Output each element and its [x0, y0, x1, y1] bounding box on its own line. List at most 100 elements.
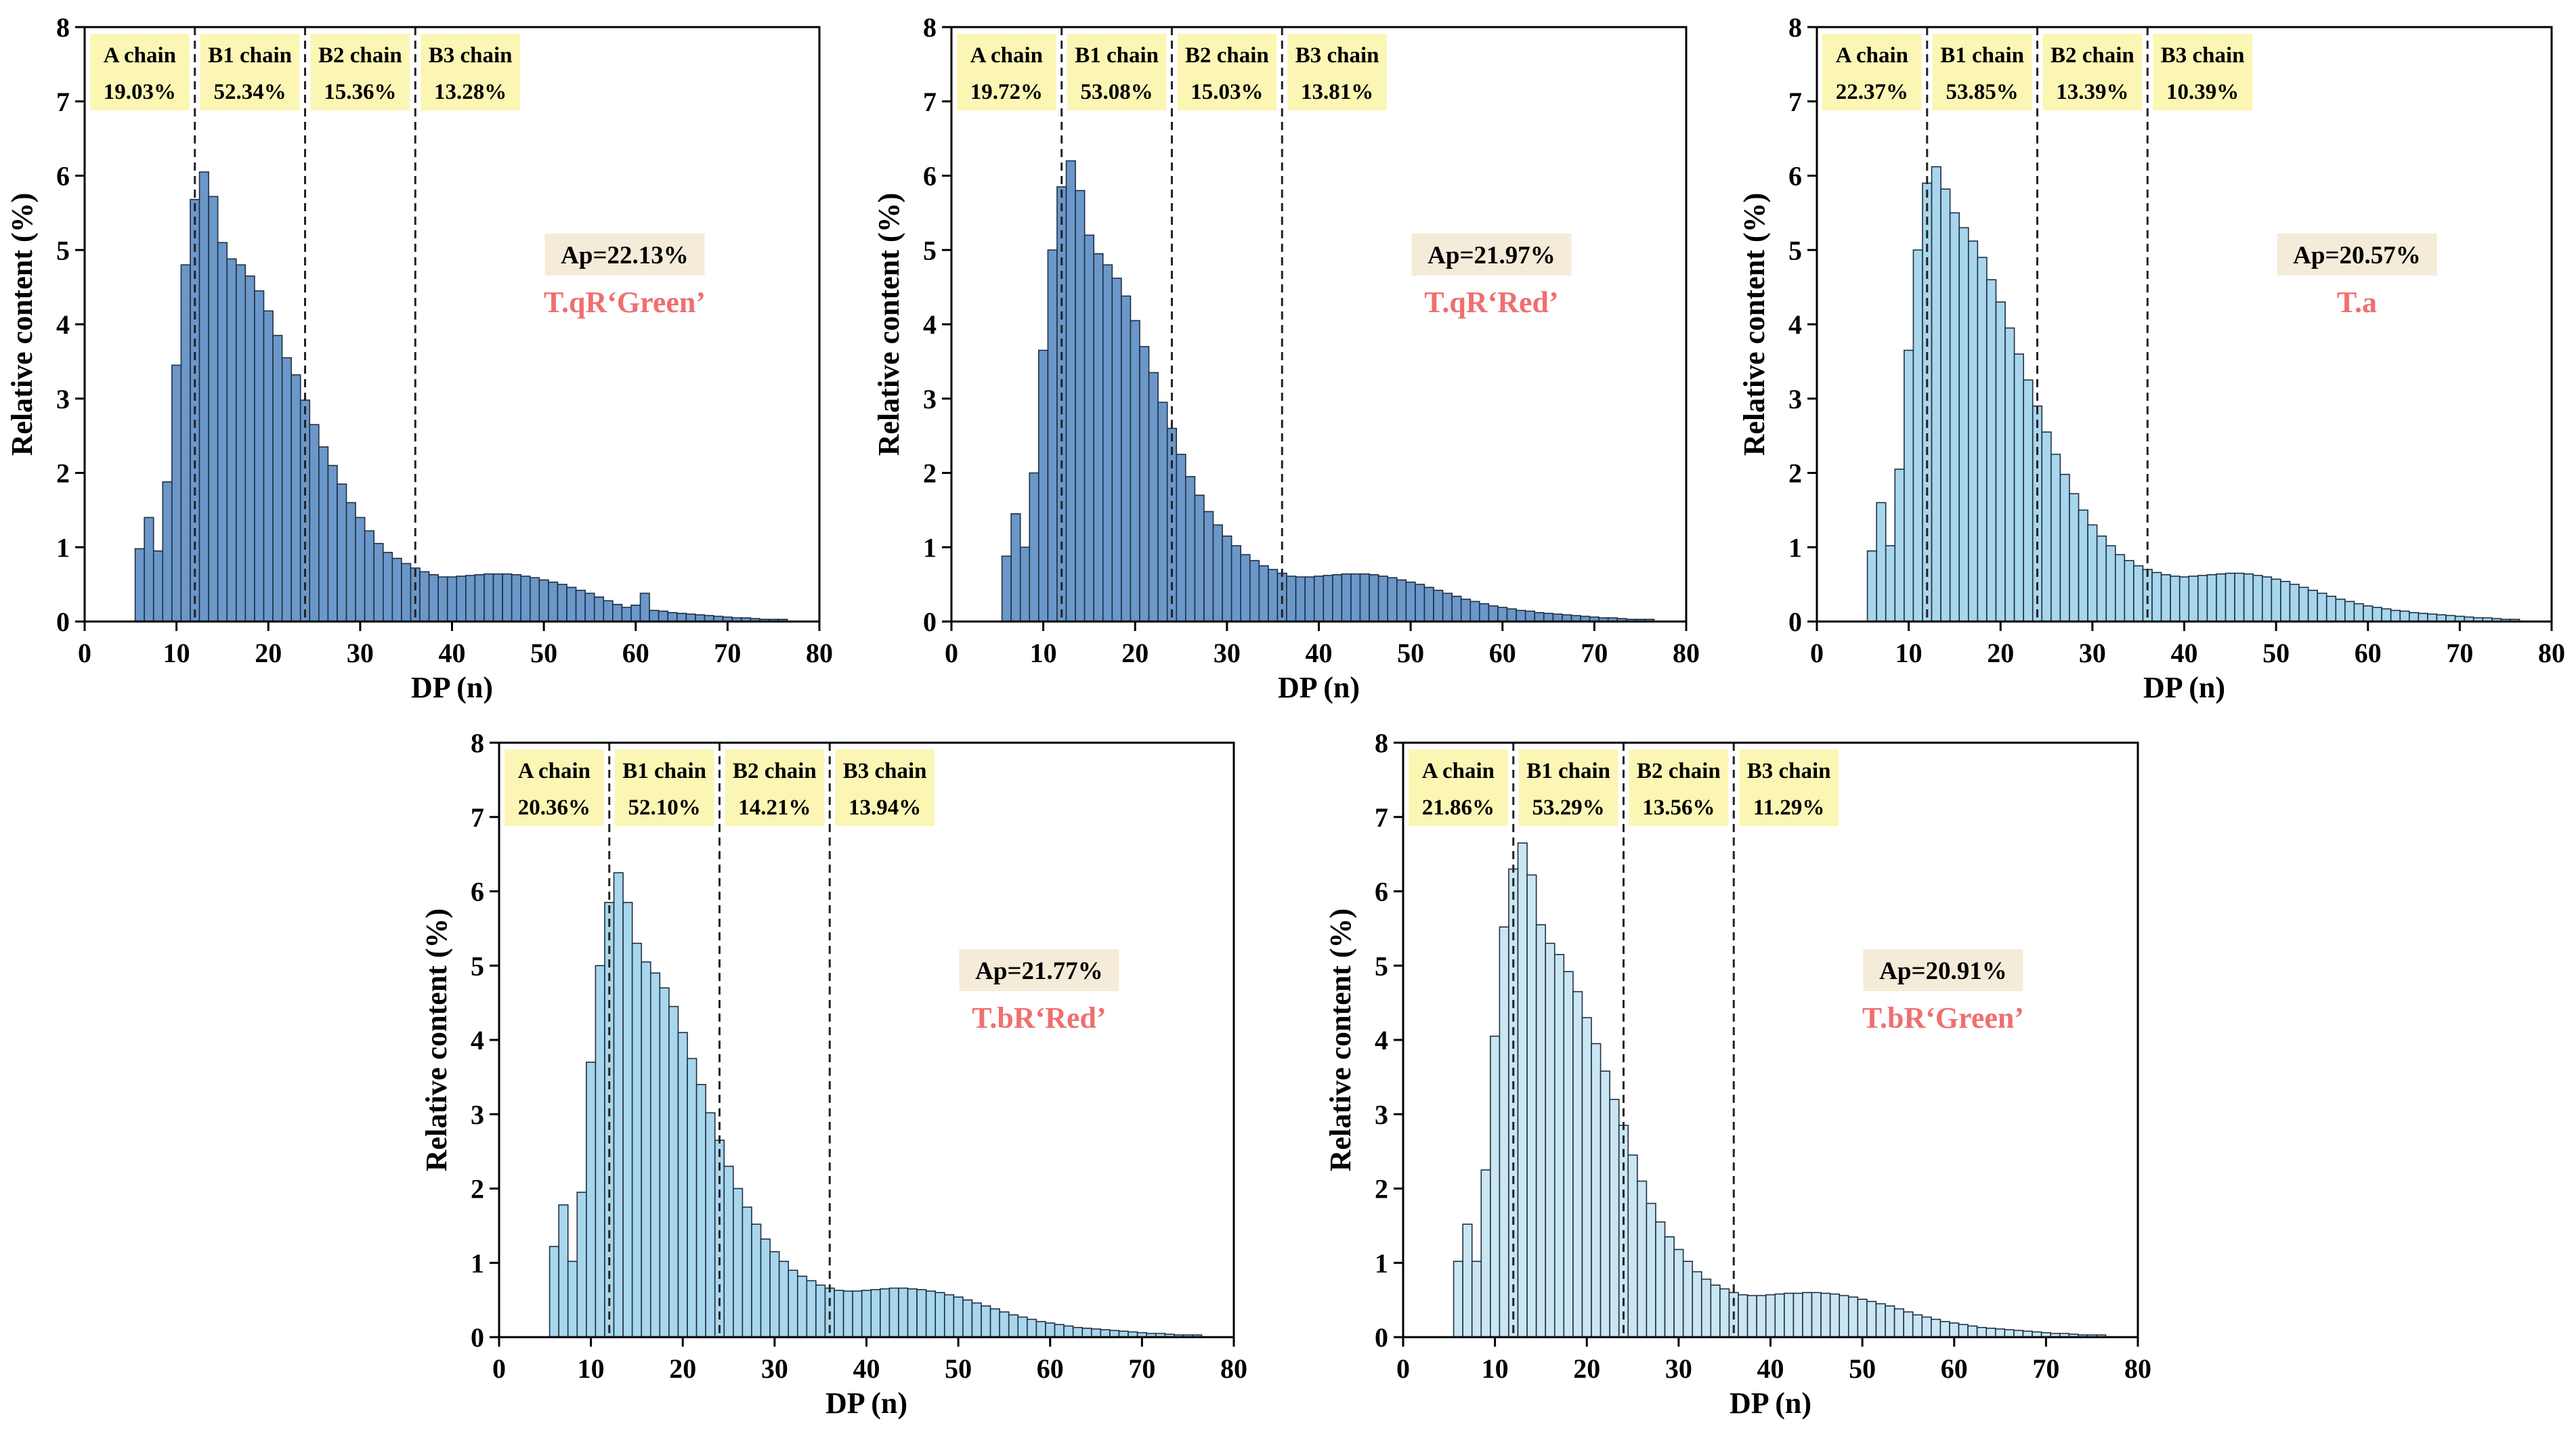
bar-dp-15 — [1535, 924, 1547, 1338]
chain-name: A chain — [970, 43, 1043, 68]
y-tick-label: 3 — [1788, 384, 1802, 414]
bar-dp-53 — [1433, 590, 1444, 622]
bar-dp-52 — [2289, 584, 2300, 622]
bar-dp-42 — [880, 1288, 890, 1338]
bar-dp-23 — [1609, 1099, 1620, 1338]
bar-dp-18 — [1563, 971, 1574, 1338]
bar-dp-21 — [2004, 327, 2015, 622]
bar-dp-28 — [1203, 510, 1214, 622]
y-tick-label: 5 — [1788, 235, 1802, 265]
chain-label-box — [957, 34, 1056, 110]
y-axis-title: Relative content (%) — [1738, 193, 1771, 456]
bar-dp-21 — [1591, 1043, 1602, 1338]
bar-dp-56 — [1008, 1314, 1019, 1338]
chain-percent: 21.86% — [1422, 796, 1495, 820]
bar-dp-18 — [1111, 278, 1122, 622]
bar-dp-40 — [2178, 576, 2190, 622]
bar-dp-29 — [1212, 524, 1223, 622]
bar-dp-38 — [1295, 576, 1306, 622]
bar-dp-25 — [1176, 454, 1186, 622]
bar-dp-38 — [1746, 1294, 1757, 1338]
bar-dp-63 — [658, 610, 669, 622]
bar-dp-15 — [631, 942, 643, 1338]
bar-dp-24 — [1166, 427, 1178, 622]
y-tick-label: 3 — [56, 384, 70, 414]
bar-dp-43 — [1341, 573, 1352, 622]
chain-percent: 52.10% — [628, 796, 701, 820]
bar-dp-61 — [639, 592, 650, 622]
bar-dp-8 — [567, 1261, 578, 1338]
bar-dp-48 — [1839, 1294, 1849, 1338]
bar-dp-50 — [953, 1296, 964, 1338]
y-tick-label: 0 — [1375, 1322, 1388, 1353]
y-tick-label: 4 — [1788, 309, 1802, 340]
bar-dp-33 — [382, 552, 393, 622]
x-tick-label: 40 — [1757, 1353, 1784, 1384]
bar-dp-35 — [1268, 569, 1279, 622]
chain-percent: 11.29% — [1753, 796, 1824, 820]
chain-label-box — [200, 34, 300, 110]
bar-dp-29 — [2078, 509, 2088, 622]
chain-label-box — [1518, 749, 1618, 826]
chain-label-3: B3 chain 13.94% — [835, 749, 935, 826]
bar-dp-25 — [309, 424, 320, 622]
bar-dp-46 — [916, 1288, 927, 1338]
bar-dp-10 — [1490, 1035, 1501, 1338]
bar-dp-14 — [622, 902, 633, 1338]
chain-name: B2 chain — [2051, 43, 2134, 68]
chart-panel-t-br-green: A chain 21.86% B1 chain 53.29% B2 chain 13.56… — [1324, 728, 2151, 1420]
bar-dp-66 — [685, 613, 696, 622]
x-tick-label: 50 — [2262, 638, 2290, 668]
x-tick-label: 60 — [1941, 1353, 1968, 1384]
y-tick-label: 5 — [1375, 951, 1388, 981]
bar-dp-20 — [677, 1032, 688, 1338]
y-tick-label: 8 — [56, 12, 70, 43]
bar-dp-65 — [676, 613, 687, 622]
bar-dp-19 — [254, 290, 265, 622]
bar-dp-41 — [456, 575, 467, 622]
chain-percent: 53.29% — [1532, 796, 1605, 820]
chain-name: B3 chain — [2161, 43, 2245, 68]
y-tick-label: 0 — [56, 607, 70, 637]
x-tick-label: 20 — [1121, 638, 1149, 668]
bar-dp-49 — [943, 1294, 955, 1338]
bar-dp-16 — [1545, 942, 1555, 1338]
y-axis-title: Relative content (%) — [420, 909, 453, 1172]
y-tick-label: 3 — [471, 1100, 484, 1130]
bar-dp-61 — [2371, 607, 2382, 622]
bar-dp-32 — [1692, 1271, 1702, 1338]
ap-box — [1411, 234, 1572, 276]
chain-label-box — [90, 34, 190, 110]
bar-dp-63 — [1524, 610, 1536, 622]
bar-dp-61 — [1054, 1324, 1065, 1338]
bar-dp-46 — [2234, 572, 2245, 622]
x-tick-label: 50 — [1397, 638, 1424, 668]
y-tick-label: 6 — [1788, 161, 1802, 192]
bar-dp-23 — [1157, 401, 1168, 622]
x-tick-label: 50 — [530, 638, 557, 668]
bar-dp-28 — [1655, 1221, 1666, 1338]
bar-dp-51 — [1866, 1301, 1877, 1338]
chain-label-box — [421, 34, 520, 110]
bar-dp-20 — [1581, 1017, 1592, 1338]
bar-dp-43 — [2206, 574, 2217, 622]
bar-dp-39 — [1756, 1294, 1767, 1338]
bar-dp-11 — [595, 965, 605, 1338]
bar-dp-41 — [1323, 575, 1333, 622]
x-tick-label: 60 — [622, 638, 649, 668]
chain-percent: 13.81% — [1301, 80, 1373, 104]
bar-dp-15 — [217, 242, 228, 622]
bar-dp-52 — [971, 1302, 982, 1338]
bar-dp-40 — [446, 576, 458, 622]
bar-dp-11 — [1047, 249, 1058, 622]
x-tick-label: 30 — [347, 638, 374, 668]
chain-percent: 10.39% — [2166, 80, 2239, 104]
bar-dp-30 — [355, 517, 366, 622]
x-tick-label: 40 — [439, 638, 466, 668]
bar-dp-13 — [1065, 160, 1076, 622]
bar-dp-48 — [2252, 575, 2263, 622]
bar-dp-57 — [2335, 599, 2346, 622]
amylopectin-annotation: Ap=20.57% — [2277, 234, 2437, 276]
bar-dp-66 — [2418, 613, 2428, 622]
x-tick-label: 20 — [1573, 1353, 1600, 1384]
